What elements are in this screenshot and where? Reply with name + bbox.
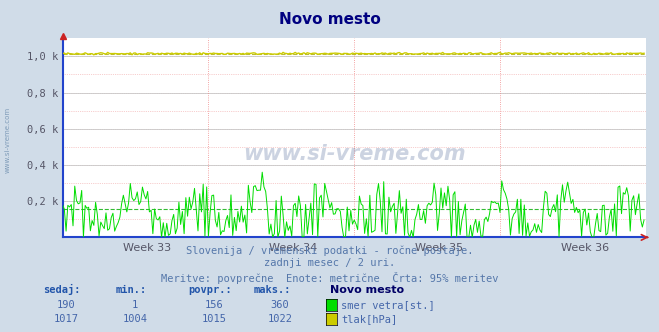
Text: 1004: 1004 <box>123 314 148 324</box>
Text: min.:: min.: <box>115 285 146 295</box>
Text: 190: 190 <box>57 300 75 310</box>
Text: tlak[hPa]: tlak[hPa] <box>341 314 397 324</box>
Text: 156: 156 <box>205 300 223 310</box>
Text: povpr.:: povpr.: <box>188 285 231 295</box>
Text: smer vetra[st.]: smer vetra[st.] <box>341 300 435 310</box>
Text: Novo mesto: Novo mesto <box>330 285 403 295</box>
Text: Novo mesto: Novo mesto <box>279 12 380 27</box>
Text: zadnji mesec / 2 uri.: zadnji mesec / 2 uri. <box>264 258 395 268</box>
Text: 1: 1 <box>132 300 138 310</box>
Text: Slovenija / vremenski podatki - ročne postaje.: Slovenija / vremenski podatki - ročne po… <box>186 245 473 256</box>
Text: www.si-vreme.com: www.si-vreme.com <box>5 106 11 173</box>
Text: 1017: 1017 <box>53 314 78 324</box>
Text: 360: 360 <box>271 300 289 310</box>
Text: 1022: 1022 <box>268 314 293 324</box>
Text: www.si-vreme.com: www.si-vreme.com <box>243 144 465 164</box>
Text: Meritve: povprečne  Enote: metrične  Črta: 95% meritev: Meritve: povprečne Enote: metrične Črta:… <box>161 272 498 284</box>
Text: maks.:: maks.: <box>254 285 291 295</box>
Text: sedaj:: sedaj: <box>43 284 80 295</box>
Text: 1015: 1015 <box>202 314 227 324</box>
